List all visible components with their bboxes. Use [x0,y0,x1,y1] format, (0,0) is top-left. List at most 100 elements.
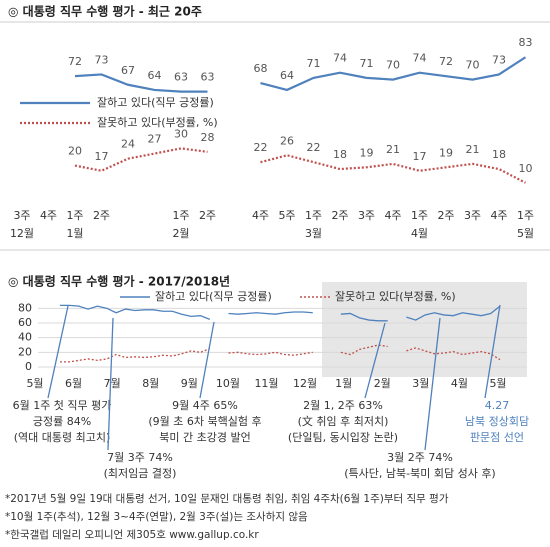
series-line [74,73,208,93]
value-label: 72 [68,55,82,68]
value-label: 22 [254,141,268,154]
value-label: 74 [333,52,347,65]
x-tick-label: 3주 [464,209,481,222]
value-label: 73 [95,53,109,66]
x-tick-label: 2주 [93,209,110,222]
x-tick-label: 4주 [252,209,269,222]
x-month-label: 3월 [305,227,322,240]
annotation-text: (역대 대통령 최고치) [14,431,111,444]
value-label: 72 [439,55,453,68]
annotation-text: (9월 초 6차 북핵실험 후 [148,415,261,428]
value-label: 71 [307,57,321,70]
value-label: 21 [386,143,400,156]
value-label: 70 [386,59,400,72]
x-tick-label: 1주 [172,209,189,222]
value-label: 18 [333,148,347,161]
value-label: 20 [68,145,82,158]
value-label: 71 [360,57,374,70]
footnote: *10월 1주(추석), 12월 3~4주(연말), 2월 3주(설)는 조사하… [5,510,308,523]
value-label: 68 [254,62,268,75]
series-line [228,311,313,315]
y-tick-label: 80 [18,301,32,314]
chart-title: ◎ 대통령 직무 수행 평가 - 2017/2018년 [8,274,230,289]
footnote: *한국갤럽 데일리 오피니언 제305호 www.gallup.co.kr [5,528,259,541]
x-tick-label: 3주 [13,209,30,222]
annotation-text: 6월 1주 첫 직무 평가 [13,399,112,412]
x-month-label: 1월 [66,227,83,240]
x-tick-label: 2주 [199,209,216,222]
value-label: 24 [121,138,135,151]
series-line [340,344,388,356]
x-tick-label: 12월 [293,377,317,390]
x-tick-label: 1주 [305,209,322,222]
x-tick-label: 5월 [489,377,506,390]
annotation-text: (文 취임 후 최저치) [298,414,389,428]
x-tick-label: 5월 [26,377,43,390]
value-label: 64 [280,69,294,82]
annotation-arrow [364,322,386,399]
annotation-text: 북미 간 초강경 발언 [159,431,250,444]
series-line [260,56,527,92]
value-label: 17 [413,150,427,163]
annotation-text: 4.27 [485,399,510,412]
value-label: 28 [201,131,215,144]
x-month-label: 5월 [517,227,534,240]
x-tick-label: 4월 [451,377,468,390]
x-tick-label: 2주 [331,209,348,222]
annotation-text: (최저임금 결정) [104,467,177,480]
x-tick-label: 9월 [181,377,198,390]
value-label: 18 [492,148,506,161]
value-label: 70 [466,59,480,72]
x-month-label: 4월 [411,227,428,240]
x-tick-label: 11월 [254,377,278,390]
annotation-text: (단일팀, 동시입장 논란) [288,430,398,444]
legend-label: 잘못하고 있다(부정률, %) [335,289,456,303]
annotation-text: 2월 1, 2주 63% [303,399,383,412]
annotation-text: 긍정률 84% [33,415,91,428]
y-tick-label: 60 [18,316,32,329]
x-month-label: 2월 [172,227,189,240]
annotation-text: 3월 2주 74% [387,451,453,464]
x-tick-label: 4주 [490,209,507,222]
annotation-arrow [47,305,69,399]
annotation-arrow [107,317,114,451]
y-tick-label: 0 [25,360,32,373]
x-tick-label: 1주 [517,209,534,222]
value-label: 74 [413,52,427,65]
value-label: 30 [174,127,188,140]
legend-label: 잘하고 있다(직무 긍정률) [97,95,214,109]
value-label: 26 [280,134,294,147]
x-month-label: 12월 [10,227,34,240]
x-tick-label: 1주 [411,209,428,222]
x-tick-label: 1월 [335,377,352,390]
value-label: 73 [492,53,506,66]
value-label: 19 [439,146,453,159]
x-tick-label: 5주 [278,209,295,222]
series-line [260,154,527,184]
y-tick-label: 40 [18,331,32,344]
annotation-arrow [424,317,441,451]
series-line [340,312,388,322]
legend-label: 잘못하고 있다(부정률, %) [97,115,218,129]
value-label: 17 [95,150,109,163]
x-tick-label: 3월 [412,377,429,390]
value-label: 19 [360,146,374,159]
annotation-text: 7월 3주 74% [107,451,173,464]
annotation-arrow [484,304,501,399]
series-line [60,348,211,363]
value-label: 27 [148,133,162,146]
x-tick-label: 1주 [66,209,83,222]
annotation-text: (특사단, 남북-북미 회담 성사 후) [344,467,495,480]
x-tick-label: 2월 [374,377,391,390]
recent-highlight [322,282,527,377]
x-tick-label: 7월 [104,377,121,390]
value-label: 67 [121,64,135,77]
series-line [406,347,501,361]
annotation-text: 남북 정상회담 [465,415,529,428]
x-tick-label: 4주 [40,209,57,222]
y-tick-label: 20 [18,345,32,358]
annotation-arrow [199,321,215,399]
series-line [74,147,208,172]
annotation-text: 9월 4주 65% [172,399,238,412]
